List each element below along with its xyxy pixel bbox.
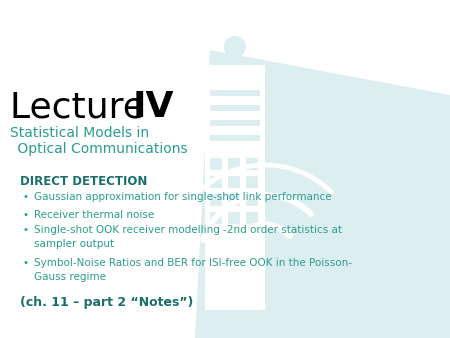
Bar: [246, 176, 258, 188]
Text: Gauss regime: Gauss regime: [34, 272, 106, 282]
Bar: [246, 194, 258, 206]
Text: •: •: [22, 192, 28, 202]
Bar: [210, 176, 222, 188]
Bar: [228, 158, 240, 170]
Bar: [210, 212, 222, 224]
Bar: [246, 212, 258, 224]
Polygon shape: [195, 50, 450, 338]
Text: Optical Communications: Optical Communications: [13, 142, 188, 156]
Text: •: •: [22, 225, 28, 235]
Bar: [205, 65, 265, 310]
Bar: [210, 90, 260, 96]
Bar: [228, 176, 240, 188]
Text: IV: IV: [133, 90, 175, 124]
Text: Lecture: Lecture: [10, 90, 157, 124]
Text: Receiver thermal noise: Receiver thermal noise: [34, 210, 154, 220]
Text: •: •: [22, 258, 28, 268]
Bar: [210, 105, 260, 111]
Text: Statistical Models in: Statistical Models in: [10, 126, 149, 140]
Text: sampler output: sampler output: [34, 239, 114, 249]
Bar: [210, 158, 222, 170]
Bar: [246, 158, 258, 170]
Text: DIRECT DETECTION: DIRECT DETECTION: [20, 175, 148, 188]
Text: Gaussian approximation for single-shot link performance: Gaussian approximation for single-shot l…: [34, 192, 332, 202]
Bar: [228, 194, 240, 206]
Text: (ch. 11 – part 2 “Notes”): (ch. 11 – part 2 “Notes”): [20, 296, 194, 309]
Bar: [228, 212, 240, 224]
Bar: [210, 194, 222, 206]
Text: Single-shot OOK receiver modelling -2nd order statistics at: Single-shot OOK receiver modelling -2nd …: [34, 225, 342, 235]
Bar: [210, 135, 260, 141]
Text: •: •: [22, 210, 28, 220]
Circle shape: [224, 36, 246, 58]
Text: Symbol-Noise Ratios and BER for ISI-free OOK in the Poisson-: Symbol-Noise Ratios and BER for ISI-free…: [34, 258, 352, 268]
Bar: [210, 120, 260, 126]
